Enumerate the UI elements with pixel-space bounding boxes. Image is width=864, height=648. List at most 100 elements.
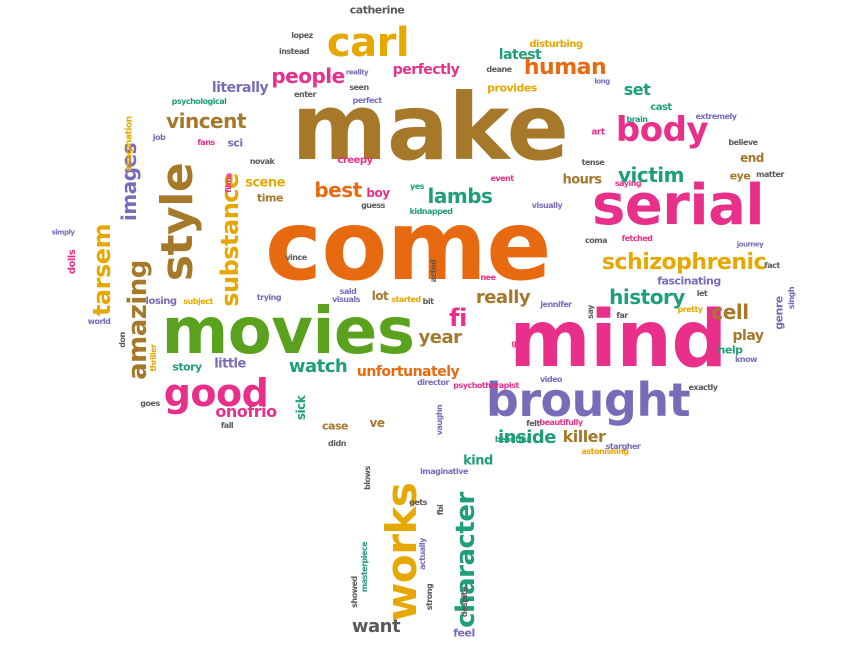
- word-yes: yes: [410, 182, 424, 191]
- word-dolls: dolls: [67, 249, 78, 275]
- word-exactly: exactly: [688, 383, 718, 392]
- word-brain: brain: [626, 115, 648, 124]
- word-end: end: [740, 151, 764, 165]
- word-beautiful: beautiful: [494, 435, 532, 444]
- word-films: films: [224, 173, 233, 193]
- word-goes: goes: [140, 399, 160, 408]
- word-style: style: [152, 162, 203, 282]
- word-disturbing: disturbing: [529, 39, 583, 50]
- word-stargher: stargher: [605, 442, 641, 451]
- word-amazing: amazing: [123, 260, 153, 380]
- word-video: video: [539, 375, 563, 384]
- word-onofrio: onofrio: [215, 402, 277, 421]
- word-ve: ve: [369, 416, 385, 430]
- word-fi: fi: [449, 304, 467, 332]
- word-scene: scene: [245, 175, 285, 191]
- word-singh: singh: [787, 286, 796, 310]
- word-little: little: [214, 356, 246, 372]
- word-body: body: [615, 110, 709, 150]
- word-psychological: psychological: [171, 97, 227, 106]
- word-fbi: fbi: [436, 504, 445, 516]
- word-case: case: [322, 419, 348, 433]
- word-mind: mind: [509, 295, 727, 385]
- word-actually: actually: [418, 538, 427, 570]
- word-year: year: [418, 327, 462, 348]
- word-kind: kind: [463, 453, 493, 469]
- word-substance: substance: [216, 173, 244, 307]
- word-eye: eye: [729, 169, 751, 183]
- word-provides: provides: [487, 81, 537, 95]
- word-fact: fact: [764, 261, 780, 270]
- word-bit: bit: [422, 297, 434, 306]
- word-want: want: [351, 616, 401, 637]
- word-history: history: [609, 285, 685, 309]
- word-cast: cast: [650, 102, 672, 113]
- word-cell: cell: [711, 300, 749, 324]
- word-deane: deane: [486, 65, 512, 74]
- word-visually: visually: [531, 201, 563, 210]
- word-trying: trying: [256, 293, 282, 302]
- word-thriller: thriller: [149, 344, 158, 372]
- word-fall: fall: [220, 421, 234, 430]
- word-masterpiece: masterpiece: [360, 541, 369, 593]
- word-lot: lot: [371, 289, 389, 303]
- word-vaughn: vaughn: [435, 404, 444, 436]
- word-best: best: [314, 178, 362, 202]
- word-blows: blows: [363, 466, 372, 490]
- word-come: come: [265, 190, 552, 302]
- word-movies: movies: [161, 295, 415, 369]
- word-didn: didn: [328, 439, 346, 448]
- word-lambs: lambs: [427, 184, 493, 208]
- word-killer: killer: [562, 427, 606, 446]
- word-event: event: [490, 174, 514, 183]
- word-despite: despite: [460, 586, 469, 618]
- word-sci: sci: [227, 136, 243, 150]
- word-vince: vince: [285, 253, 307, 262]
- word-time: time: [257, 191, 283, 205]
- word-vincent: vincent: [166, 109, 246, 133]
- word-reality: reality: [345, 68, 369, 77]
- word-imaginative: imaginative: [420, 467, 468, 476]
- word-job: job: [152, 133, 166, 142]
- word-coma: coma: [585, 236, 607, 245]
- word-creepy: creepy: [337, 155, 373, 166]
- word-astonishing: astonishing: [581, 447, 629, 456]
- word-losing: losing: [145, 296, 177, 307]
- word-visuals: visuals: [332, 295, 360, 304]
- word-extremely: extremely: [695, 112, 738, 121]
- word-catherine: catherine: [349, 3, 405, 17]
- word-people: people: [271, 64, 345, 88]
- word-unfortunately: unfortunately: [356, 364, 460, 380]
- word-make: make: [291, 74, 569, 181]
- word-director: director: [417, 378, 449, 387]
- word-pretty: pretty: [677, 305, 703, 314]
- word-long: long: [594, 77, 610, 86]
- word-strong: strong: [425, 583, 434, 611]
- word-fascinating: fascinating: [657, 274, 721, 288]
- word-imagination: imagination: [124, 116, 135, 172]
- word-novak: novak: [249, 157, 275, 166]
- word-serial: serial: [591, 173, 765, 238]
- word-good: good: [163, 371, 269, 415]
- word-gets: gets: [409, 498, 427, 507]
- word-fetched: fetched: [621, 234, 653, 243]
- word-feel: feel: [453, 626, 475, 640]
- word-watch: watch: [288, 356, 348, 377]
- word-don: don: [118, 332, 127, 348]
- word-victim: victim: [617, 163, 685, 187]
- word-matter: matter: [756, 170, 784, 179]
- word-seen: seen: [349, 83, 369, 92]
- word-really: really: [475, 287, 531, 308]
- word-tarsem: tarsem: [88, 223, 116, 317]
- word-acted: acted: [429, 259, 438, 283]
- word-beautifully: beautifully: [539, 418, 583, 427]
- word-hours: hours: [562, 172, 602, 188]
- word-say: say: [586, 305, 595, 319]
- word-showed: showed: [350, 576, 359, 608]
- word-said: said: [339, 287, 357, 296]
- word-kidnapped: kidnapped: [409, 207, 454, 216]
- word-sick: sick: [294, 395, 308, 421]
- word-world: world: [87, 317, 111, 326]
- word-help: help: [717, 343, 743, 357]
